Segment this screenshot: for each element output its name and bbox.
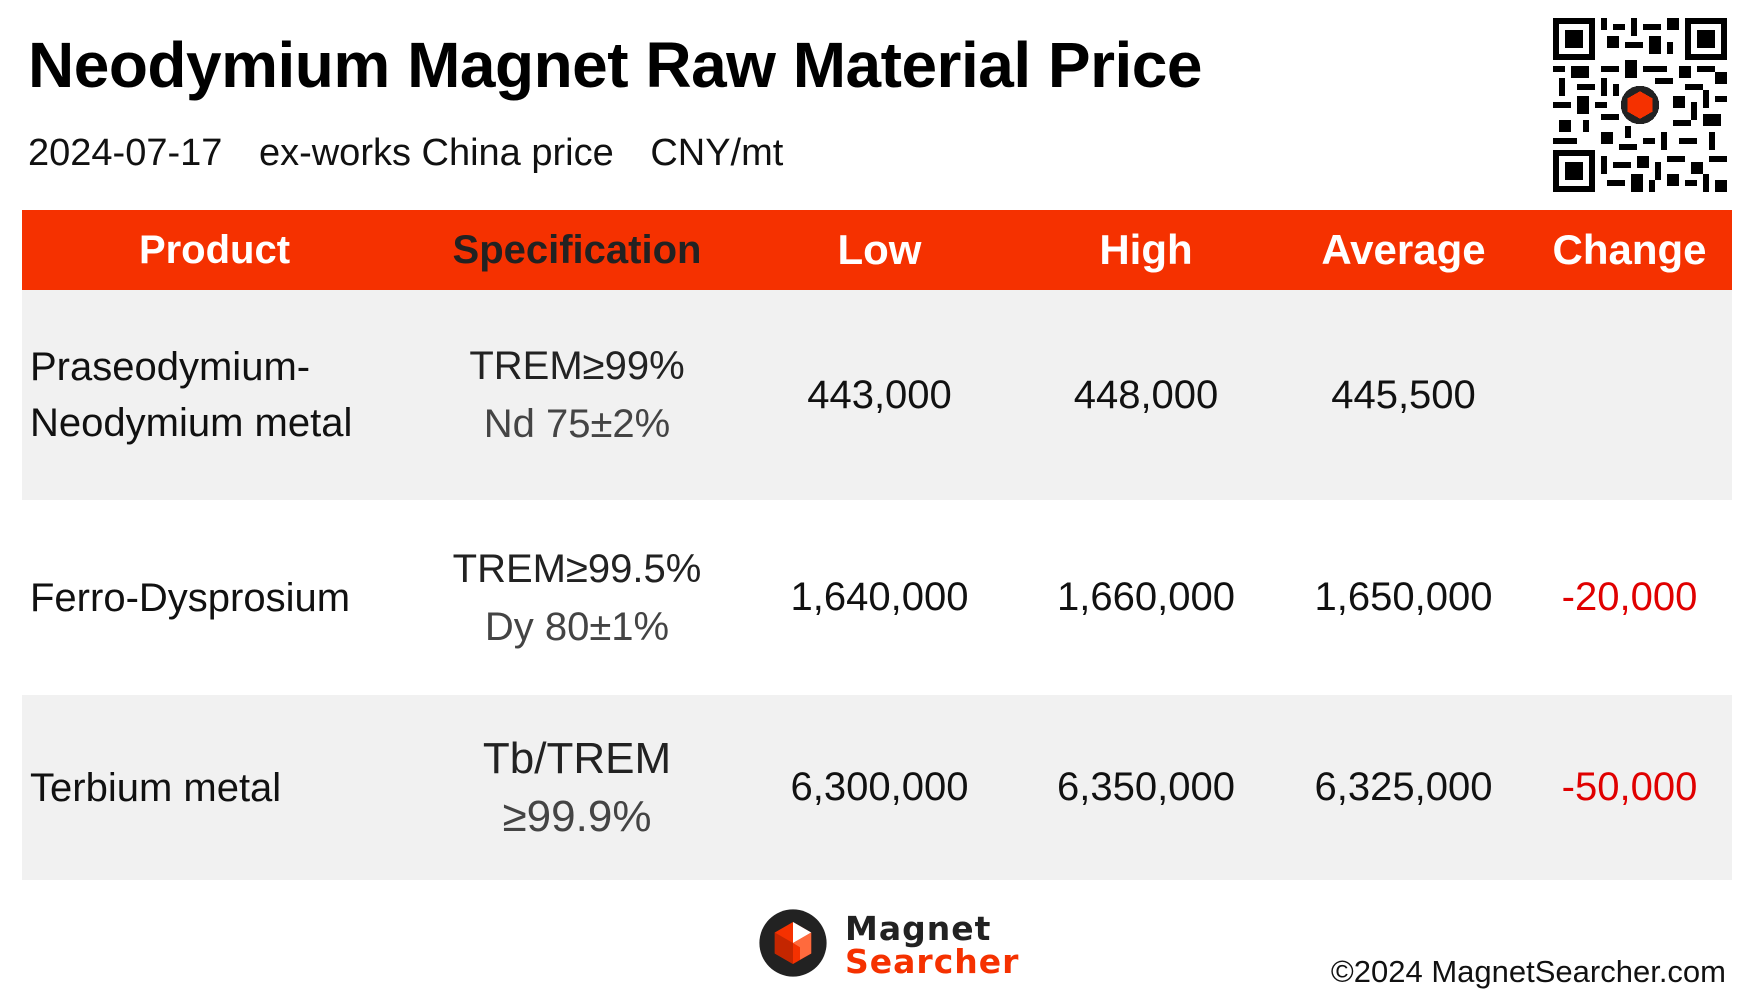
average-price-cell: 6,325,000 (1314, 765, 1493, 809)
average-price-cell: 1,650,000 (1314, 575, 1493, 619)
product-cell: Terbium metal (22, 760, 407, 816)
brand-line-2: Searcher (845, 942, 1020, 981)
price-date: 2024-07-17 (28, 132, 223, 174)
spec-line: ≥99.9% (502, 791, 652, 841)
low-price-cell: 1,640,000 (790, 575, 969, 619)
table-row: Terbium metal Tb/TREM ≥99.9% 6,300,000 6… (22, 695, 1732, 880)
spec-line: Nd 75±2% (483, 402, 671, 446)
low-price-cell: 443,000 (807, 372, 952, 417)
table-row: Ferro-Dysprosium TREM≥99.5% Dy 80±1% 1,6… (22, 500, 1732, 695)
column-header-change: Change (1552, 226, 1707, 273)
low-price-cell: 6,300,000 (790, 765, 969, 809)
product-line: Praseodymium- (30, 345, 311, 389)
spec-line: Tb/TREM (482, 733, 672, 783)
high-price-cell: 6,350,000 (1057, 765, 1235, 809)
change-cell: -50,000 (1561, 765, 1698, 809)
price-basis: ex-works China price (258, 132, 614, 174)
high-price-cell: 448,000 (1073, 372, 1219, 417)
specification-cell: TREM≥99.5% Dy 80±1% (407, 540, 747, 656)
page-title: Neodymium Magnet Raw Material Price (28, 29, 1202, 101)
magnet-searcher-logo-icon (759, 909, 827, 977)
column-header-high: High (1099, 226, 1193, 273)
average-price-cell: 445,500 (1331, 372, 1476, 417)
column-header-product: Product (138, 228, 291, 272)
high-price-cell: 1,660,000 (1057, 575, 1235, 619)
change-cell: -20,000 (1561, 575, 1698, 619)
product-cell: Praseodymium- Neodymium metal (22, 339, 407, 451)
column-header-specification: Specification (452, 228, 702, 272)
price-table: Product Specification Low High Average C… (22, 210, 1732, 880)
spec-line: TREM≥99.5% (452, 546, 702, 591)
qr-code-icon (1553, 18, 1727, 192)
spec-line: Dy 80±1% (484, 604, 670, 649)
specification-cell: TREM≥99% Nd 75±2% (407, 337, 747, 453)
product-line: Neodymium metal (30, 401, 353, 445)
column-header-low: Low (837, 226, 922, 273)
spec-line: TREM≥99% (469, 344, 685, 388)
specification-cell: Tb/TREM ≥99.9% (407, 730, 747, 846)
copyright-text: ©2024 MagnetSearcher.com (1330, 954, 1726, 989)
price-unit: CNY/mt (650, 132, 784, 174)
product-line: Ferro-Dysprosium (30, 575, 351, 620)
subtitle: 2024-07-17 ex-works China price CNY/mt (28, 132, 809, 175)
brand-line-1: Magnet (845, 909, 992, 948)
table-row: Praseodymium- Neodymium metal TREM≥99% N… (22, 290, 1732, 500)
table-header: Product Specification Low High Average C… (22, 210, 1732, 290)
brand-logo-text: Magnet Searcher (845, 912, 1019, 978)
product-line: Terbium metal (30, 765, 282, 810)
column-header-average: Average (1321, 226, 1486, 273)
product-cell: Ferro-Dysprosium (22, 570, 407, 626)
